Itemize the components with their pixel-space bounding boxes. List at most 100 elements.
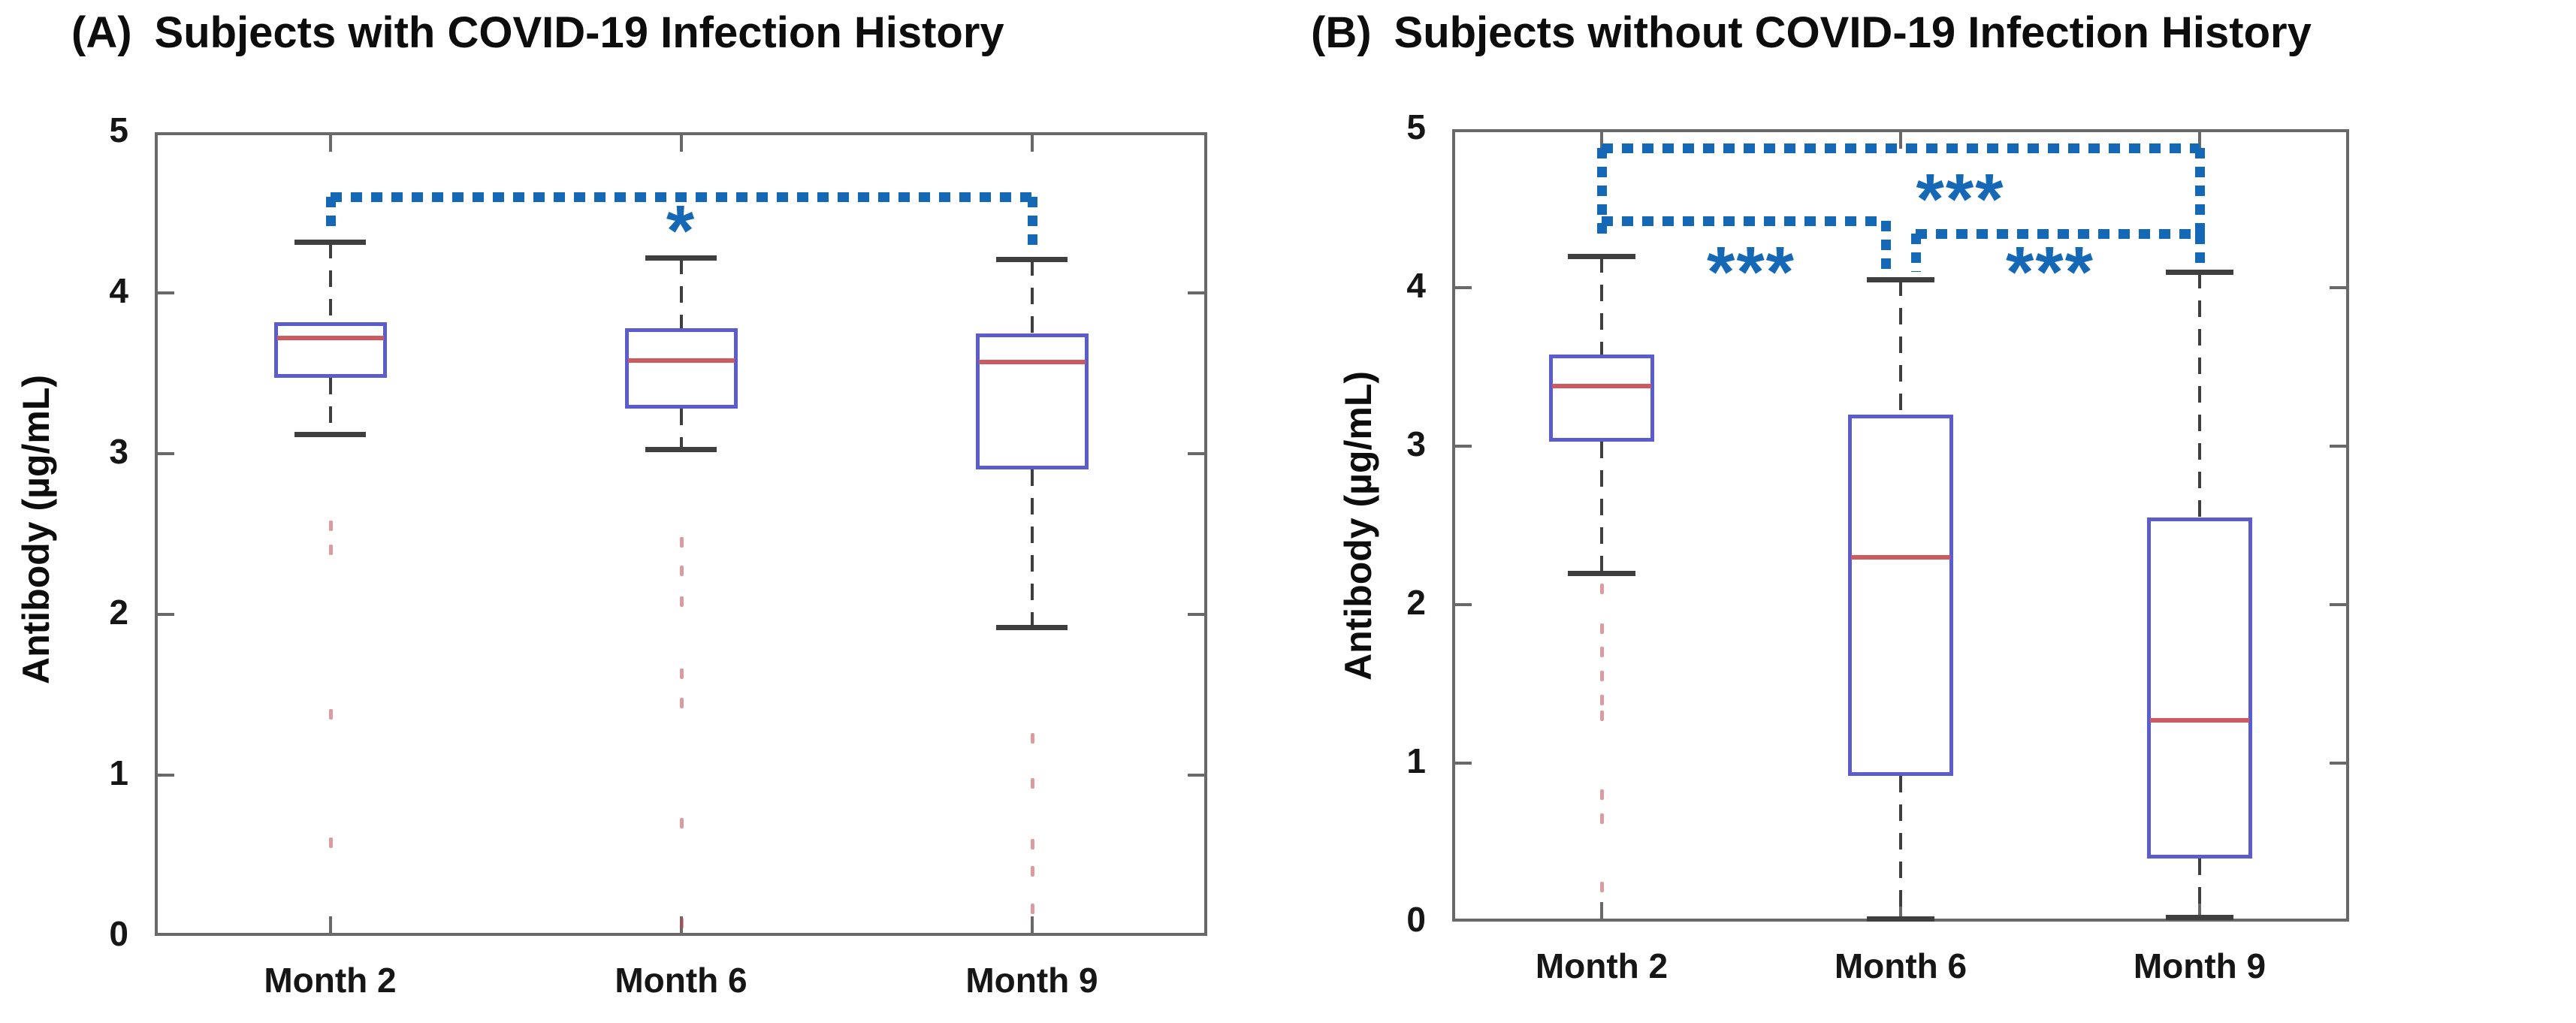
outlier-mark	[679, 917, 684, 928]
outlier-mark	[679, 536, 684, 548]
y-tick-mark	[158, 291, 174, 294]
outlier-mark	[328, 521, 333, 532]
median-line	[1851, 554, 1950, 560]
outlier-mark	[1600, 694, 1604, 705]
outlier-mark	[1600, 881, 1604, 892]
outlier-mark	[1600, 813, 1604, 824]
median-line	[978, 360, 1086, 365]
x-tick-mark	[1600, 902, 1603, 919]
significance-asterisks: *	[666, 190, 696, 271]
y-tick-label: 1	[109, 753, 128, 792]
whisker-lower	[1600, 441, 1603, 573]
whisker-upper	[1899, 279, 1902, 415]
box-iqr	[2147, 517, 2252, 859]
outlier-mark	[1030, 839, 1034, 850]
y-tick-label: 1	[1406, 741, 1426, 780]
significance-bracket-line	[1915, 229, 2200, 240]
significance-bracket-line	[330, 192, 1032, 202]
box-iqr	[1549, 354, 1654, 442]
y-tick-label: 2	[109, 593, 128, 632]
median-line	[2150, 718, 2249, 723]
y-tick-label: 0	[109, 914, 128, 953]
significance-bracket-drop	[1910, 234, 1921, 272]
x-tick-mark	[679, 135, 683, 152]
outlier-mark	[679, 596, 684, 607]
panel-a-tag: (A)	[71, 8, 132, 57]
whisker-cap-bottom	[996, 625, 1068, 631]
y-tick-mark	[1455, 603, 1472, 606]
box-iqr	[273, 321, 387, 379]
x-category-label: Month 2	[264, 961, 397, 1000]
x-tick-mark	[2198, 132, 2201, 149]
outlier-mark	[1600, 710, 1604, 721]
y-tick-label: 5	[109, 110, 128, 149]
x-tick-mark	[328, 135, 332, 152]
y-tick-mark	[1188, 613, 1204, 616]
significance-bracket-drop	[2195, 148, 2205, 234]
y-tick-label: 2	[1406, 583, 1426, 622]
x-tick-mark	[328, 916, 332, 933]
whisker-cap-bottom	[294, 432, 366, 438]
x-tick-mark	[1030, 916, 1034, 933]
y-tick-mark	[1455, 286, 1472, 289]
significance-bracket-drop	[325, 196, 336, 232]
panel-b-ylabel: Antibody (µg/mL)	[1337, 370, 1379, 681]
y-tick-mark	[1455, 762, 1472, 765]
outlier-mark	[1030, 903, 1034, 914]
significance-bracket-line	[1602, 216, 1886, 227]
x-category-label: Month 6	[615, 961, 747, 1000]
outlier-mark	[1600, 623, 1604, 634]
box-iqr	[1848, 414, 1953, 776]
whisker-upper	[679, 257, 683, 329]
median-line	[1552, 383, 1651, 388]
whisker-cap-top	[2166, 269, 2233, 275]
whisker-upper	[328, 241, 332, 322]
whisker-lower	[328, 378, 332, 435]
whisker-lower	[679, 409, 683, 449]
whisker-upper	[1030, 259, 1034, 333]
whisker-cap-top	[1867, 277, 1934, 283]
y-tick-mark	[1455, 445, 1472, 448]
y-tick-mark	[2330, 286, 2346, 289]
y-tick-mark	[2330, 762, 2346, 765]
y-tick-label: 0	[1406, 900, 1426, 939]
x-tick-mark	[1899, 132, 1902, 149]
box-iqr	[975, 333, 1089, 470]
outlier-mark	[328, 837, 333, 848]
outlier-mark	[679, 818, 684, 829]
y-tick-mark	[1188, 774, 1204, 777]
outlier-mark	[1030, 777, 1034, 789]
y-tick-label: 4	[109, 271, 128, 310]
significance-bracket-line	[1602, 143, 2200, 154]
outlier-mark	[328, 545, 333, 556]
whisker-upper	[1600, 255, 1603, 355]
outlier-mark	[1600, 583, 1604, 594]
significance-asterisks: ***	[1916, 159, 2005, 240]
significance-bracket-drop	[1881, 221, 1892, 272]
whisker-lower	[1030, 469, 1034, 628]
y-tick-label: 3	[109, 432, 128, 471]
panel-a-title-text: Subjects with COVID-19 Infection History	[154, 8, 1004, 57]
outlier-mark	[679, 566, 684, 577]
whisker-lower	[1899, 775, 1902, 919]
y-tick-mark	[2330, 445, 2346, 448]
panel-b-title-text: Subjects without COVID-19 Infection Hist…	[1394, 8, 2312, 57]
whisker-cap-bottom	[1568, 570, 1635, 576]
whisker-cap-top	[294, 239, 366, 245]
outlier-mark	[679, 697, 684, 708]
x-category-label: Month 6	[1834, 946, 1967, 985]
whisker-upper	[2198, 271, 2201, 518]
y-tick-label: 4	[1406, 266, 1426, 305]
panel-b-tag: (B)	[1311, 8, 1372, 57]
significance-bracket-drop	[2195, 234, 2205, 269]
whisker-cap-bottom	[2166, 914, 2233, 920]
x-category-label: Month 9	[2133, 946, 2266, 985]
box-iqr	[624, 328, 738, 409]
y-tick-mark	[158, 613, 174, 616]
outlier-mark	[1600, 789, 1604, 801]
y-tick-mark	[1188, 452, 1204, 455]
y-tick-mark	[158, 774, 174, 777]
whisker-cap-top	[645, 255, 717, 261]
panel-a-title: (A) Subjects with COVID-19 Infection His…	[71, 8, 1004, 58]
